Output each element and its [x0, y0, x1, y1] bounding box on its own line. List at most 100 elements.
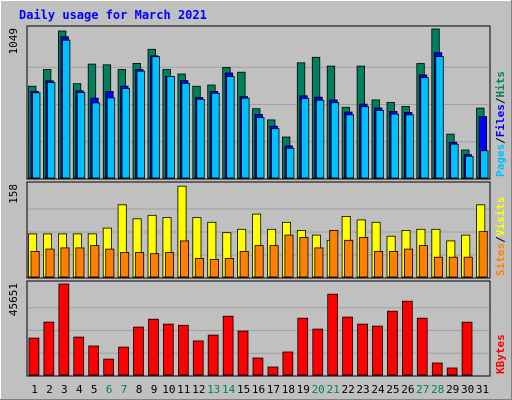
x-tick-label: 23: [356, 383, 369, 396]
bar-kbytes: [252, 357, 264, 376]
series-legend: KBytes: [494, 334, 507, 374]
bar-pages: [330, 102, 340, 179]
x-tick-label: 3: [61, 383, 68, 396]
bar-kbytes: [162, 323, 174, 376]
y-max-label: 1049: [7, 28, 20, 55]
x-tick-label: 22: [341, 383, 354, 396]
panel-visits-sites: 158 Sites/Visits: [7, 181, 507, 279]
bar-kbytes: [207, 334, 219, 376]
series-legend: Sites/Visits: [494, 197, 507, 277]
bar-pages: [196, 98, 205, 179]
x-tick-label: 25: [386, 383, 399, 396]
bar-pages: [435, 56, 444, 179]
bar-kbytes: [342, 316, 353, 376]
x-tick-label: 4: [76, 383, 83, 396]
bar-kbytes: [222, 315, 234, 376]
bar-sites: [90, 245, 100, 278]
bar-pages: [62, 39, 71, 179]
bar-pages: [32, 92, 41, 179]
x-tick-label: 29: [446, 383, 459, 396]
bar-pages: [211, 92, 220, 179]
bar-kbytes: [446, 367, 458, 376]
bar-kbytes: [461, 321, 473, 376]
bar-pages: [480, 150, 489, 179]
bar-pages: [390, 113, 399, 179]
bar-sites: [224, 257, 234, 278]
bar-pages: [405, 114, 414, 179]
legend-entry: /: [494, 137, 507, 144]
bar-kbytes: [58, 283, 70, 376]
bar-pages: [166, 76, 175, 179]
bar-pages: [465, 155, 474, 179]
series-legend: Pages/Files/Hits: [494, 71, 507, 177]
bar-kbytes: [73, 336, 85, 376]
x-tick-label: 30: [461, 383, 474, 396]
bar-sites: [135, 252, 145, 278]
x-tick-label: 1: [31, 383, 38, 396]
bar-sites: [209, 259, 219, 278]
x-tick-label: 21: [327, 383, 340, 396]
bar-pages: [420, 77, 429, 179]
legend-entry: /: [494, 97, 507, 104]
x-tick-label: 24: [371, 383, 385, 396]
y-max-label: 158: [7, 184, 20, 204]
chart-title: Daily usage for March 2021: [19, 8, 207, 22]
bar-kbytes: [297, 317, 309, 376]
bar-sites: [329, 229, 339, 278]
bar-sites: [448, 256, 458, 278]
bar-sites: [179, 240, 189, 278]
bar-pages: [106, 97, 116, 179]
x-tick-label: 14: [222, 383, 236, 396]
bar-kbytes: [282, 351, 294, 376]
panel-kbytes: 45651 KBytes: [7, 280, 507, 377]
bar-kbytes: [237, 330, 249, 376]
bar-pages: [241, 97, 250, 179]
bar-pages: [256, 117, 265, 179]
bar-kbytes: [192, 340, 204, 376]
legend-entry: Hits: [494, 71, 507, 98]
chart-panels: 1049 Pages/Files/Hits 158 Sites/Visits 45651…: [7, 25, 507, 377]
bar-sites: [359, 236, 369, 278]
bar-pages: [450, 143, 459, 179]
bar-sites: [239, 250, 249, 278]
bar-kbytes: [148, 318, 159, 376]
bar-pages: [271, 128, 280, 179]
bar-sites: [463, 256, 473, 278]
x-tick-label: 27: [416, 383, 429, 396]
x-tick-label: 15: [237, 383, 250, 396]
bar-pages: [136, 70, 145, 179]
bar-kbytes: [118, 346, 129, 376]
bar-pages: [181, 82, 190, 179]
bar-sites: [254, 245, 264, 278]
x-tick-label: 17: [267, 383, 280, 396]
bar-sites: [299, 236, 309, 278]
legend-entry: KBytes: [494, 334, 507, 374]
x-tick-label: 12: [192, 383, 205, 396]
bar-sites: [269, 245, 279, 278]
x-axis-labels: 1 2 3 4 5 6 7 8 9 10 11 12 13 14 15 16 17 18 19 20 21 22 23 24 2…: [31, 383, 489, 396]
bar-sites: [403, 248, 413, 278]
bar-sites: [418, 245, 428, 278]
x-tick-label: 2: [46, 383, 53, 396]
x-tick-label: 19: [297, 383, 310, 396]
bar-sites: [433, 256, 443, 278]
x-tick-label: 18: [282, 383, 295, 396]
bar-sites: [194, 257, 204, 278]
bar-kbytes: [387, 310, 398, 376]
bar-kbytes: [43, 321, 55, 376]
legend-entry: Visits: [494, 197, 507, 237]
x-tick-label: 16: [252, 383, 265, 396]
bar-sites: [60, 247, 70, 278]
bar-sites: [284, 234, 294, 278]
bar-pages: [315, 99, 325, 179]
bar-kbytes: [133, 326, 144, 376]
x-tick-label: 31: [476, 383, 489, 396]
bar-sites: [164, 252, 174, 278]
x-tick-label: 28: [431, 383, 444, 396]
x-tick-label: 5: [91, 383, 98, 396]
bar-sites: [120, 252, 130, 278]
bar-kbytes: [431, 362, 443, 376]
bar-kbytes: [416, 317, 428, 376]
bar-sites: [478, 231, 488, 278]
